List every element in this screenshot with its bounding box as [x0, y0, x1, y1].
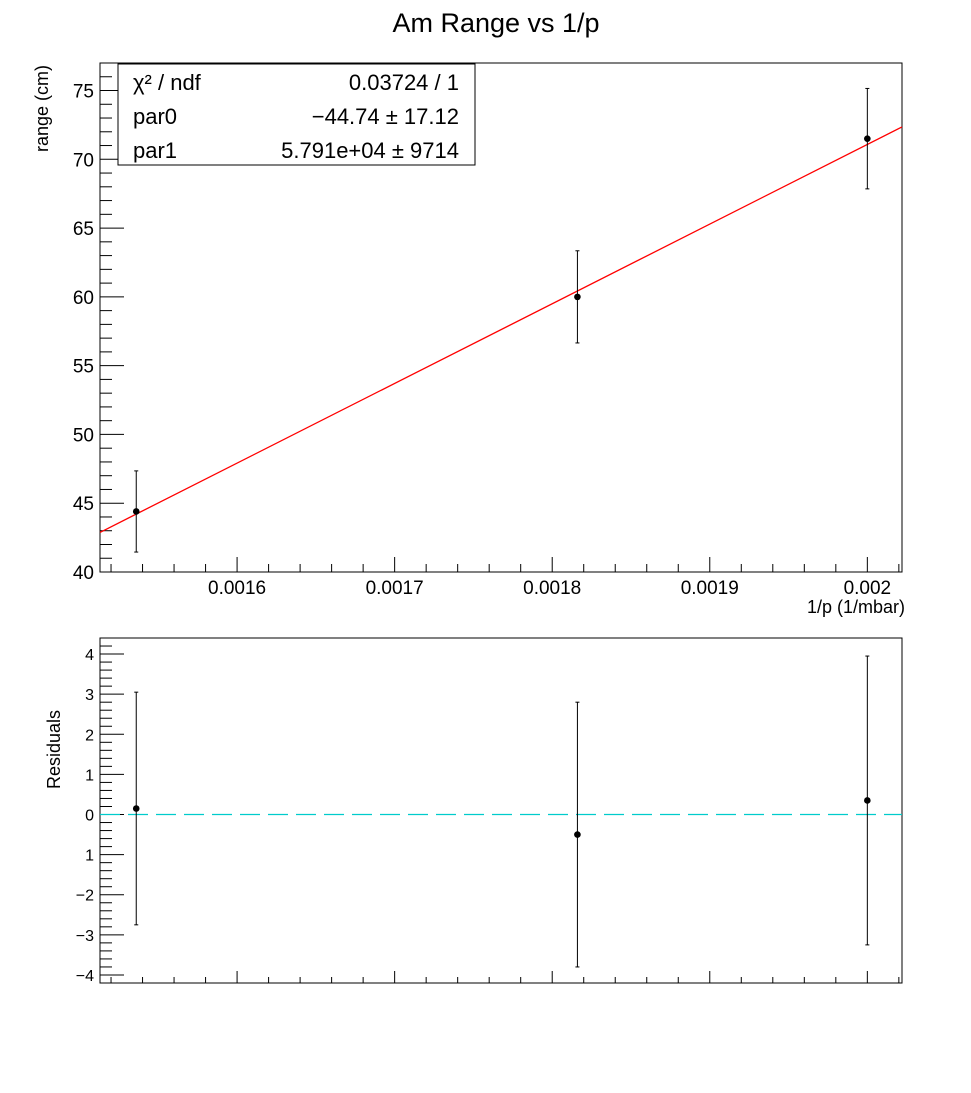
residual-y-tick-label: 4 [85, 647, 94, 664]
x-axis-label: 1/p (1/mbar) [807, 597, 905, 617]
residual-y-tick-label: 3 [85, 687, 94, 704]
stats-box-frame [117, 63, 476, 166]
residual-y-tick-label: 1 [85, 848, 94, 865]
residual-y-axis-ticks: −4 −3 −2 1 0 1 2 3 4 [76, 637, 124, 985]
range-data-point [574, 293, 581, 301]
y-tick-label: 40 [73, 563, 94, 584]
y-tick-label: 60 [73, 288, 94, 309]
top-x-axis-ticks: 0.0016 0.0017 0.0018 0.0019 0.002 [110, 557, 900, 599]
fit-statistics-box: χ² / ndf 0.03724 / 1 par0 −44.74 ± 17.12… [117, 63, 476, 166]
x-tick-label: 0.0018 [523, 578, 581, 599]
stats-chi2-value: 0.03724 / 1 [349, 70, 459, 95]
y-tick-label: 45 [73, 494, 94, 515]
bottom-panel: −4 −3 −2 1 0 1 2 3 4 Residuals [44, 637, 903, 985]
residual-y-tick-label: −4 [76, 968, 94, 985]
y-tick-label: 70 [73, 150, 94, 171]
stats-par0-value: −44.74 ± 17.12 [312, 104, 459, 129]
y-tick-label: 50 [73, 425, 94, 446]
y-tick-label: 65 [73, 219, 94, 240]
range-data-point [864, 135, 871, 142]
x-tick-label: 0.0019 [681, 578, 739, 599]
x-tick-label: 0.002 [844, 578, 892, 599]
range-data-point [132, 508, 140, 515]
x-tick-label: 0.0016 [208, 578, 266, 599]
stats-par0-label: par0 [133, 104, 177, 129]
residual-data-points [132, 655, 871, 968]
top-plot-frame [99, 62, 903, 573]
residual-plot-frame [99, 637, 903, 984]
stats-par1-label: par1 [133, 138, 177, 163]
residual-y-tick-label: 1 [85, 767, 94, 784]
chart-title: Am Range vs 1/p [392, 8, 599, 38]
y-axis-label: range (cm) [32, 65, 52, 152]
residual-data-point [574, 831, 581, 838]
residual-y-tick-label: −3 [76, 928, 94, 945]
top-data-points [132, 87, 871, 553]
y-tick-label: 55 [73, 357, 94, 378]
residual-y-tick-label: −2 [76, 888, 94, 905]
residual-y-tick-label: 2 [85, 727, 94, 744]
y-tick-label: 75 [73, 82, 94, 103]
stats-chi2-label: χ² / ndf [133, 70, 202, 95]
fit-line [99, 126, 903, 533]
residual-y-tick-label: 0 [85, 808, 94, 825]
stats-par1-value: 5.791e+04 ± 9714 [281, 138, 459, 163]
x-tick-label: 0.0017 [366, 578, 424, 599]
residual-x-axis-ticks [110, 971, 900, 983]
residual-data-point [132, 805, 140, 812]
residual-y-axis-label: Residuals [44, 710, 64, 789]
residual-data-point [864, 797, 871, 804]
top-y-axis-ticks: 40 45 50 55 60 65 70 75 [73, 62, 124, 584]
